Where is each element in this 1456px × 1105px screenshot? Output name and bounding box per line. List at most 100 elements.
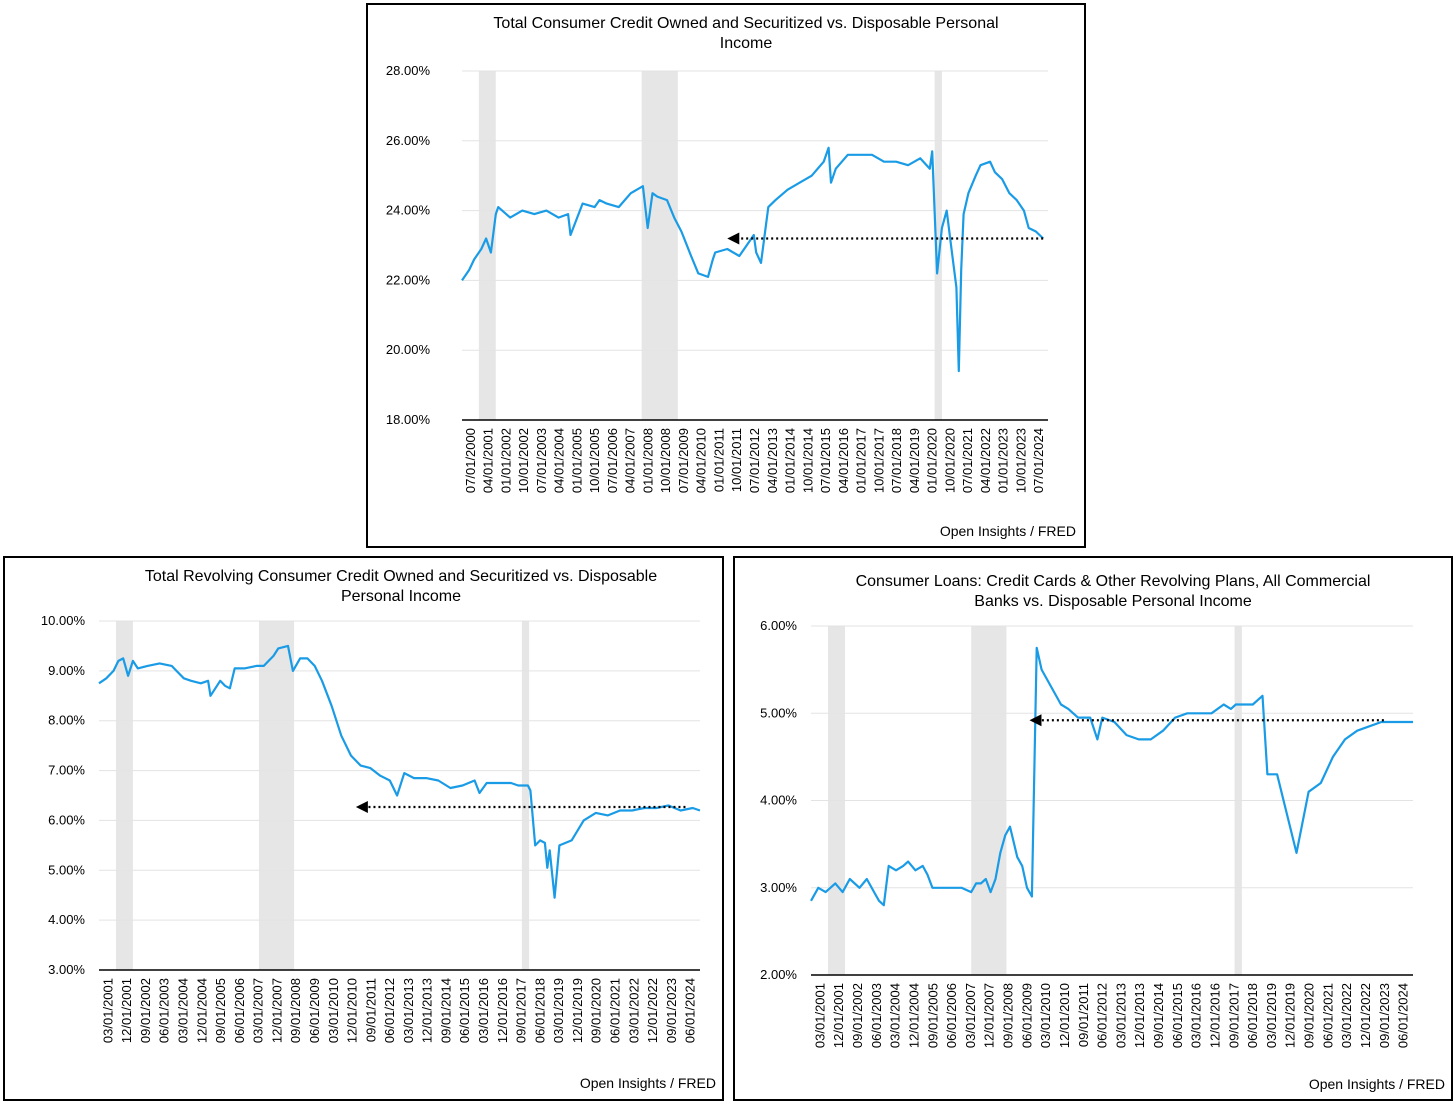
x-tick-label-1: 12/01/2001 [831, 983, 846, 1048]
chart-credit-card-loans: Consumer Loans: Credit Cards & Other Rev… [760, 573, 1445, 1092]
x-tick-label-26: 09/01/2020 [589, 978, 604, 1043]
y-tick-label-3: 5.00% [760, 705, 797, 720]
x-tick-label-24: 03/01/2019 [551, 978, 566, 1043]
x-tick-label-17: 12/01/2013 [420, 978, 435, 1043]
x-tick-label-10: 09/01/2008 [288, 978, 303, 1043]
chart-total-consumer-credit: Total Consumer Credit Owned and Securiti… [386, 15, 1076, 539]
x-tick-label-3: 10/01/2002 [516, 428, 531, 493]
x-tick-label-20: 03/01/2016 [476, 978, 491, 1043]
chart-title-line-1: Consumer Loans: Credit Cards & Other Rev… [856, 573, 1371, 590]
x-tick-label-13: 12/01/2010 [345, 978, 360, 1043]
x-tick-label-7: 06/01/2006 [944, 983, 959, 1048]
chart-title-line-1: Total Consumer Credit Owned and Securiti… [493, 15, 998, 32]
x-tick-label-12: 07/01/2009 [676, 428, 691, 493]
x-tick-label-29: 12/01/2022 [645, 978, 660, 1043]
x-tick-label-15: 06/01/2012 [1095, 983, 1110, 1048]
x-tick-label-27: 10/01/2020 [942, 428, 957, 493]
x-tick-label-30: 09/01/2023 [664, 978, 679, 1043]
x-tick-label-27: 06/01/2021 [1320, 983, 1335, 1048]
x-tick-label-7: 10/01/2005 [587, 428, 602, 493]
x-tick-label-28: 03/01/2022 [1339, 983, 1354, 1048]
x-tick-label-3: 06/01/2003 [869, 983, 884, 1048]
recession-band-2 [521, 621, 530, 970]
y-tick-label-3: 6.00% [48, 812, 85, 827]
x-tick-label-5: 04/01/2004 [552, 428, 567, 493]
x-tick-label-13: 04/01/2010 [694, 428, 709, 493]
x-tick-label-4: 03/01/2004 [888, 983, 903, 1048]
x-tick-label-24: 07/01/2018 [889, 428, 904, 493]
source-label: Open Insights / FRED [1309, 1076, 1445, 1092]
x-tick-label-19: 10/01/2014 [800, 428, 815, 493]
x-tick-label-22: 09/01/2017 [514, 978, 529, 1043]
x-tick-label-3: 06/01/2003 [157, 978, 172, 1043]
x-tick-label-28: 07/01/2021 [960, 428, 975, 493]
x-tick-label-21: 12/01/2016 [495, 978, 510, 1043]
x-tick-label-13: 12/01/2010 [1057, 983, 1072, 1048]
x-tick-label-10: 01/01/2008 [640, 428, 655, 493]
chart-panel-total-consumer-credit: Total Consumer Credit Owned and Securiti… [366, 3, 1086, 548]
x-tick-label-26: 09/01/2020 [1302, 983, 1317, 1048]
x-tick-label-21: 04/01/2016 [836, 428, 851, 493]
x-tick-label-2: 09/01/2002 [850, 983, 865, 1048]
y-tick-label-2: 22.00% [386, 272, 431, 287]
comparison-arrow-head [1029, 714, 1042, 727]
x-tick-label-29: 12/01/2022 [1358, 983, 1373, 1048]
comparison-arrow-head [355, 800, 368, 813]
x-tick-label-14: 09/01/2011 [363, 978, 378, 1042]
x-tick-label-25: 04/01/2019 [907, 428, 922, 493]
x-tick-label-23: 06/01/2018 [532, 978, 547, 1043]
y-tick-label-7: 10.00% [41, 613, 86, 628]
source-label: Open Insights / FRED [940, 523, 1076, 539]
x-tick-label-15: 10/01/2011 [729, 428, 744, 492]
x-tick-label-14: 09/01/2011 [1076, 983, 1091, 1047]
chart-panel-credit-card-loans: Consumer Loans: Credit Cards & Other Rev… [733, 556, 1453, 1101]
y-tick-label-5: 8.00% [48, 713, 85, 728]
y-tick-label-1: 3.00% [760, 880, 797, 895]
x-tick-label-18: 09/01/2014 [438, 978, 453, 1043]
x-tick-label-5: 12/01/2004 [906, 983, 921, 1048]
y-tick-label-4: 7.00% [48, 763, 85, 778]
source-label: Open Insights / FRED [580, 1075, 716, 1091]
x-tick-label-5: 12/01/2004 [194, 978, 209, 1043]
x-tick-label-15: 06/01/2012 [382, 978, 397, 1043]
x-tick-label-8: 03/01/2007 [963, 983, 978, 1048]
x-tick-label-22: 09/01/2017 [1226, 983, 1241, 1048]
chart-title-line-2: Banks vs. Disposable Personal Income [974, 593, 1252, 610]
x-tick-label-31: 06/01/2024 [1396, 983, 1411, 1048]
x-tick-label-28: 03/01/2022 [626, 978, 641, 1043]
y-tick-label-4: 6.00% [760, 618, 797, 633]
series-line [810, 646, 1413, 907]
x-tick-label-24: 03/01/2019 [1264, 983, 1279, 1048]
y-tick-label-3: 24.00% [386, 203, 431, 218]
recession-band-1 [641, 71, 678, 420]
y-tick-label-2: 5.00% [48, 862, 85, 877]
x-tick-label-9: 04/01/2007 [623, 428, 638, 493]
chart-title-line-2: Income [720, 35, 773, 52]
recession-band-0 [115, 621, 133, 970]
x-tick-label-25: 12/01/2019 [1283, 983, 1298, 1048]
series-line [98, 644, 701, 899]
x-tick-label-29: 04/01/2022 [978, 428, 993, 493]
x-tick-label-12: 03/01/2010 [1038, 983, 1053, 1048]
x-tick-label-20: 07/01/2015 [818, 428, 833, 493]
x-tick-label-31: 06/01/2024 [683, 978, 698, 1043]
y-tick-label-0: 3.00% [48, 962, 85, 977]
comparison-arrow-head [727, 232, 740, 245]
y-tick-label-5: 28.00% [386, 63, 431, 78]
x-tick-label-2: 01/01/2002 [498, 428, 513, 493]
y-tick-label-1: 20.00% [386, 342, 431, 357]
recession-band-0 [478, 71, 496, 420]
x-tick-label-17: 12/01/2013 [1132, 983, 1147, 1048]
x-tick-label-12: 03/01/2010 [326, 978, 341, 1043]
x-tick-label-10: 09/01/2008 [1001, 983, 1016, 1048]
x-tick-label-27: 06/01/2021 [607, 978, 622, 1043]
x-tick-label-20: 03/01/2016 [1189, 983, 1204, 1048]
series-line [461, 146, 1044, 373]
x-tick-label-18: 01/01/2014 [783, 428, 798, 493]
x-tick-label-26: 01/01/2020 [925, 428, 940, 493]
y-tick-label-6: 9.00% [48, 663, 85, 678]
x-tick-label-23: 10/01/2017 [871, 428, 886, 493]
x-tick-label-9: 12/01/2007 [269, 978, 284, 1043]
x-tick-label-0: 03/01/2001 [100, 978, 115, 1043]
x-tick-label-14: 01/01/2011 [711, 428, 726, 492]
